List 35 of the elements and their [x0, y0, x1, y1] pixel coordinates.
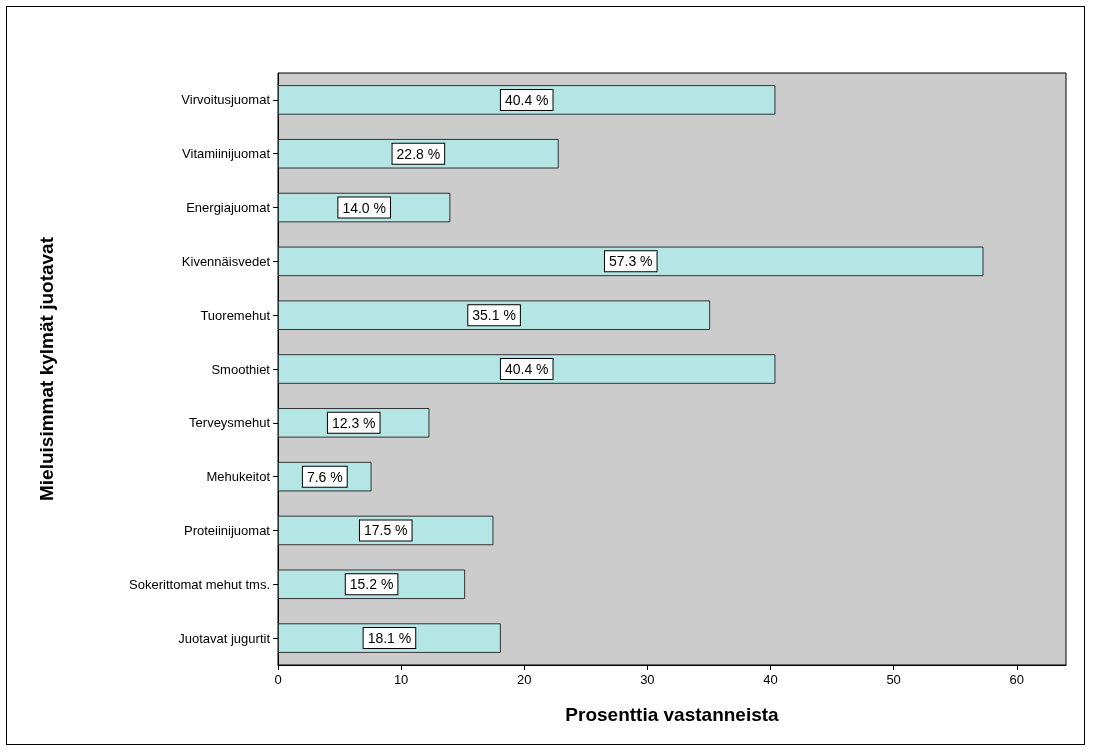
x-tick-label: 0: [274, 672, 282, 687]
data-label: 22.8 %: [396, 145, 441, 162]
y-tick-label: Terveysmehut: [189, 415, 271, 431]
y-tick-label: Vitamiinijuomat: [182, 146, 271, 162]
y-axis-title: Mieluisimmat kylmät juotavat: [36, 236, 57, 501]
y-tick-label: Sokerittomat mehut tms.: [129, 576, 270, 592]
y-tick-label: Kivennäisvedet: [181, 253, 271, 269]
data-label: 40.4 %: [504, 361, 549, 377]
y-tick-label: Virvoitusjuomat: [181, 92, 271, 108]
y-tick-label: Proteiinijuomat: [184, 522, 271, 538]
x-tick-label: 60: [1009, 672, 1024, 687]
bar: [278, 85, 776, 115]
y-tick-label: Tuoremehut: [200, 307, 271, 323]
bar: [278, 246, 984, 277]
data-label: 14.0 %: [342, 199, 386, 216]
y-tick-label: Energiajuomat: [186, 200, 271, 216]
x-tick-label: 10: [393, 672, 409, 687]
data-label: 35.1 %: [472, 307, 516, 324]
bar: [278, 354, 776, 384]
data-label: 40.4 %: [504, 91, 549, 108]
data-label: 7.6 %: [306, 468, 343, 485]
data-label: 18.1 %: [367, 630, 412, 647]
bar: [278, 300, 711, 330]
y-tick-label: Smoothiet: [211, 361, 271, 377]
data-label: 15.2 %: [349, 576, 394, 593]
x-axis-title: Prosenttia vastanneista: [565, 704, 780, 725]
x-tick-label: 20: [517, 672, 532, 687]
x-tick-label: 30: [640, 672, 655, 687]
data-label: 57.3 %: [608, 253, 653, 270]
x-tick-label: 50: [886, 672, 901, 687]
data-label: 12.3 %: [331, 414, 376, 431]
y-tick-label: Mehukeitot: [206, 469, 271, 485]
y-tick-label: Juotavat jugurtit: [178, 630, 271, 646]
x-tick-label: 40: [763, 672, 778, 687]
data-label: 17.5 %: [363, 522, 408, 539]
